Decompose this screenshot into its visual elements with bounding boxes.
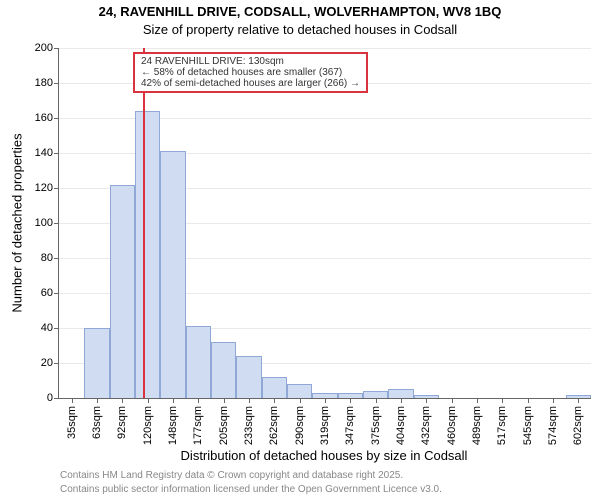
footer-line2: Contains public sector information licen… [60, 484, 442, 495]
xtick-mark [401, 398, 402, 403]
bar [363, 391, 388, 398]
xtick-label: 262sqm [268, 406, 280, 445]
xtick-label: 602sqm [572, 406, 584, 445]
ytick-label: 20 [41, 357, 59, 369]
ytick-label: 0 [47, 392, 59, 404]
xtick-mark [502, 398, 503, 403]
xtick-label: 205sqm [218, 406, 230, 445]
xtick-label: 432sqm [420, 406, 432, 445]
bar [211, 342, 236, 398]
xtick-label: 574sqm [547, 406, 559, 445]
ytick-label: 200 [35, 42, 59, 54]
xtick-mark [426, 398, 427, 403]
chart-title-line2: Size of property relative to detached ho… [0, 22, 600, 37]
bar [110, 185, 135, 399]
xtick-mark [173, 398, 174, 403]
chart-container: 24, RAVENHILL DRIVE, CODSALL, WOLVERHAMP… [0, 0, 600, 500]
x-axis-label: Distribution of detached houses by size … [58, 448, 590, 463]
bar [84, 328, 109, 398]
xtick-mark [97, 398, 98, 403]
xtick-label: 120sqm [142, 406, 154, 445]
xtick-mark [578, 398, 579, 403]
xtick-mark [72, 398, 73, 403]
xtick-mark [198, 398, 199, 403]
ytick-label: 80 [41, 252, 59, 264]
xtick-mark [249, 398, 250, 403]
xtick-label: 290sqm [294, 406, 306, 445]
xtick-label: 347sqm [344, 406, 356, 445]
callout-line3: 42% of semi-detached houses are larger (… [141, 78, 360, 89]
xtick-label: 233sqm [243, 406, 255, 445]
bar [262, 377, 287, 398]
bar [287, 384, 312, 398]
xtick-mark [477, 398, 478, 403]
callout-line1: 24 RAVENHILL DRIVE: 130sqm [141, 56, 360, 67]
plot-area: 02040608010012014016018020035sqm63sqm92s… [58, 48, 591, 399]
callout-line2: ← 58% of detached houses are smaller (36… [141, 67, 360, 78]
xtick-mark [452, 398, 453, 403]
bar [160, 151, 185, 398]
footer-line1: Contains HM Land Registry data © Crown c… [60, 470, 403, 481]
ytick-label: 160 [35, 112, 59, 124]
xtick-mark [274, 398, 275, 403]
xtick-label: 177sqm [192, 406, 204, 445]
xtick-label: 404sqm [395, 406, 407, 445]
ytick-label: 120 [35, 182, 59, 194]
y-axis-label: Number of detached properties [10, 133, 25, 312]
xtick-mark [528, 398, 529, 403]
gridline [59, 48, 591, 49]
ytick-label: 100 [35, 217, 59, 229]
chart-title-line1: 24, RAVENHILL DRIVE, CODSALL, WOLVERHAMP… [0, 4, 600, 19]
xtick-mark [325, 398, 326, 403]
bar [388, 389, 413, 398]
xtick-mark [553, 398, 554, 403]
bar [236, 356, 261, 398]
xtick-mark [350, 398, 351, 403]
xtick-label: 148sqm [167, 406, 179, 445]
xtick-mark [224, 398, 225, 403]
xtick-label: 92sqm [116, 406, 128, 439]
xtick-label: 460sqm [446, 406, 458, 445]
reference-line [143, 48, 145, 398]
bar [186, 326, 211, 398]
xtick-label: 489sqm [471, 406, 483, 445]
xtick-label: 319sqm [319, 406, 331, 445]
ytick-label: 140 [35, 147, 59, 159]
xtick-label: 375sqm [370, 406, 382, 445]
xtick-mark [148, 398, 149, 403]
callout-box: 24 RAVENHILL DRIVE: 130sqm← 58% of detac… [133, 52, 368, 93]
ytick-label: 40 [41, 322, 59, 334]
xtick-label: 517sqm [496, 406, 508, 445]
xtick-mark [300, 398, 301, 403]
xtick-mark [122, 398, 123, 403]
bar [135, 111, 160, 398]
ytick-label: 180 [35, 77, 59, 89]
xtick-label: 545sqm [522, 406, 534, 445]
ytick-label: 60 [41, 287, 59, 299]
xtick-label: 35sqm [66, 406, 78, 439]
xtick-label: 63sqm [91, 406, 103, 439]
xtick-mark [376, 398, 377, 403]
